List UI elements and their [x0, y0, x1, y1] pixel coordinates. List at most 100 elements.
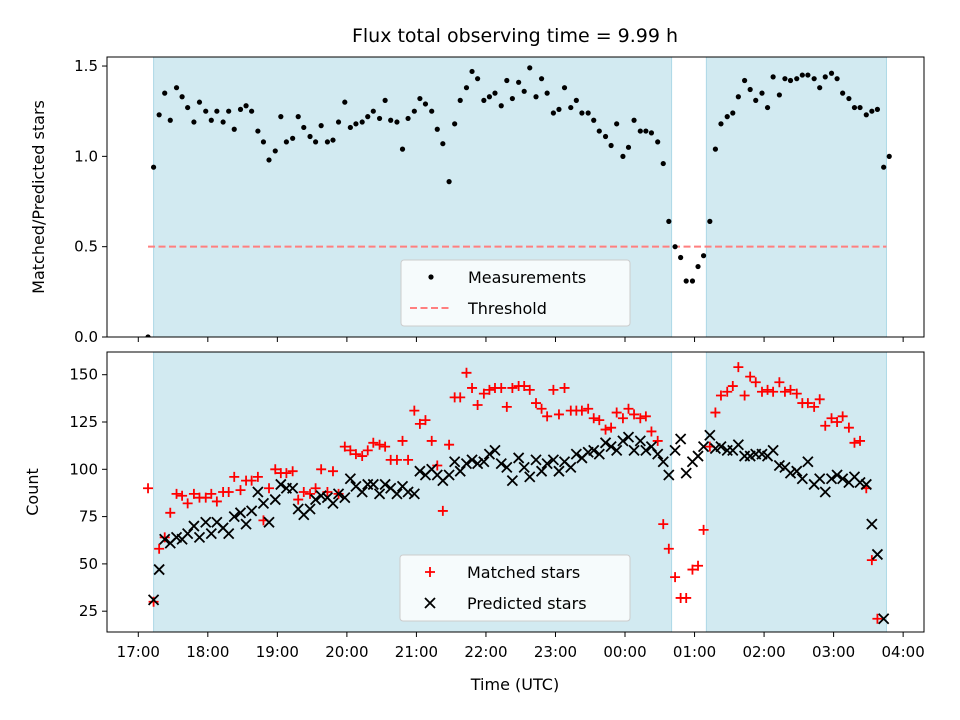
predicted-star-point — [871, 548, 884, 561]
measurement-point — [846, 95, 852, 102]
measurement-point — [533, 94, 539, 100]
measurement-point — [179, 94, 185, 100]
matched-star-point — [594, 415, 605, 426]
measurement-point — [857, 104, 863, 111]
matched-star-point — [837, 411, 848, 422]
measurement-point — [335, 119, 342, 125]
measurement-point — [324, 139, 331, 145]
matched-star-point — [652, 435, 663, 446]
matched-star-point — [200, 492, 211, 503]
ratio-panel: 0.0 0.5 1.0 1.5 Matched/Predicted stars Measu… — [29, 56, 925, 346]
x-tick-label: 00:00 — [603, 643, 646, 661]
x-tick-label: 02:00 — [742, 643, 785, 661]
predicted-star-point — [831, 469, 843, 481]
measurement-point — [405, 115, 411, 122]
matched-star-point — [444, 439, 455, 450]
predicted-star-point — [245, 505, 258, 517]
matched-star-point — [432, 460, 443, 471]
measurement-point — [312, 139, 319, 145]
predicted-star-point — [263, 516, 275, 528]
predicted-star-point — [878, 613, 890, 625]
counts-legend: Matched stars Predicted stars — [399, 554, 631, 622]
measurement-point — [787, 77, 794, 84]
measurement-point — [434, 126, 440, 132]
matched-star-point — [143, 483, 154, 494]
ratio-axes-frame — [106, 56, 925, 338]
matched-star-point — [687, 564, 698, 575]
measurement-point — [643, 128, 649, 134]
measurement-point — [712, 146, 719, 152]
measurement-point — [550, 110, 556, 116]
predicted-star-point — [228, 510, 240, 523]
matched-star-point — [345, 445, 356, 456]
matched-star-point — [467, 382, 478, 393]
predicted-star-point — [147, 594, 160, 606]
matched-star-point — [663, 543, 674, 554]
measurement-point — [399, 146, 406, 152]
legend-label: Threshold — [467, 299, 547, 318]
matched-star-point — [507, 382, 518, 393]
x-tick-label: 18:00 — [186, 643, 229, 661]
matched-star-point — [698, 524, 709, 535]
predicted-star-point — [622, 431, 635, 443]
measurement-point — [573, 97, 579, 103]
measurement-point — [156, 112, 162, 118]
matched-star-point — [715, 390, 726, 401]
measurement-point — [203, 108, 209, 114]
predicted-star-point — [304, 503, 316, 515]
y-tick-label: 25 — [79, 602, 98, 620]
measurement-point — [150, 164, 157, 170]
measurement-point — [260, 139, 267, 145]
matched-star-point — [710, 407, 721, 418]
counts-axes-frame — [106, 351, 925, 633]
predicted-star-point — [483, 448, 496, 460]
predicted-star-point — [819, 486, 831, 498]
matched-star-point — [362, 445, 373, 456]
y-axis-label: Count — [23, 468, 42, 516]
matched-star-point — [206, 488, 217, 499]
matched-star-point — [785, 384, 796, 395]
matched-star-point — [802, 398, 813, 409]
predicted-star-point — [275, 478, 287, 491]
matched-star-point — [478, 388, 489, 399]
predicted-star-point — [223, 527, 235, 540]
predicted-star-point — [506, 475, 519, 487]
measurement-point — [608, 142, 614, 149]
matched-star-point — [177, 490, 188, 501]
measurement-point — [828, 70, 835, 76]
measurement-point — [509, 95, 515, 102]
predicted-star-point — [466, 454, 478, 466]
matched-star-point — [246, 475, 257, 486]
measurement-point — [822, 74, 828, 80]
predicted-star-point — [866, 518, 878, 530]
matched-star-point — [855, 435, 866, 446]
predicted-star-point — [599, 437, 612, 449]
measurement-point — [388, 117, 394, 123]
measurement-point — [689, 278, 696, 284]
matched-star-point — [350, 449, 361, 460]
measurement-point — [881, 164, 887, 170]
matched-star-point — [762, 384, 773, 395]
measurement-point — [660, 160, 666, 167]
matched-star-point — [531, 398, 542, 409]
chart-title: Flux total observing time = 9.99 h — [352, 25, 678, 47]
predicted-star-point — [327, 497, 339, 509]
matched-star-point — [380, 441, 391, 452]
measurement-point — [614, 121, 620, 127]
measurement-point — [730, 110, 736, 116]
measurement-point — [452, 121, 458, 127]
measurement-point — [486, 94, 493, 100]
matched-star-point — [281, 468, 292, 479]
measurement-point — [516, 79, 522, 85]
predicted-star-point — [153, 563, 165, 576]
measurement-point — [631, 117, 637, 123]
measurement-point — [347, 124, 353, 131]
y-tick-label: 0.0 — [74, 328, 98, 346]
matched-star-point — [611, 407, 622, 418]
measurement-point — [735, 94, 741, 100]
matched-star-point — [583, 403, 594, 414]
matched-star-point — [809, 401, 820, 412]
predicted-star-point — [367, 478, 379, 491]
matched-star-point — [211, 496, 222, 507]
